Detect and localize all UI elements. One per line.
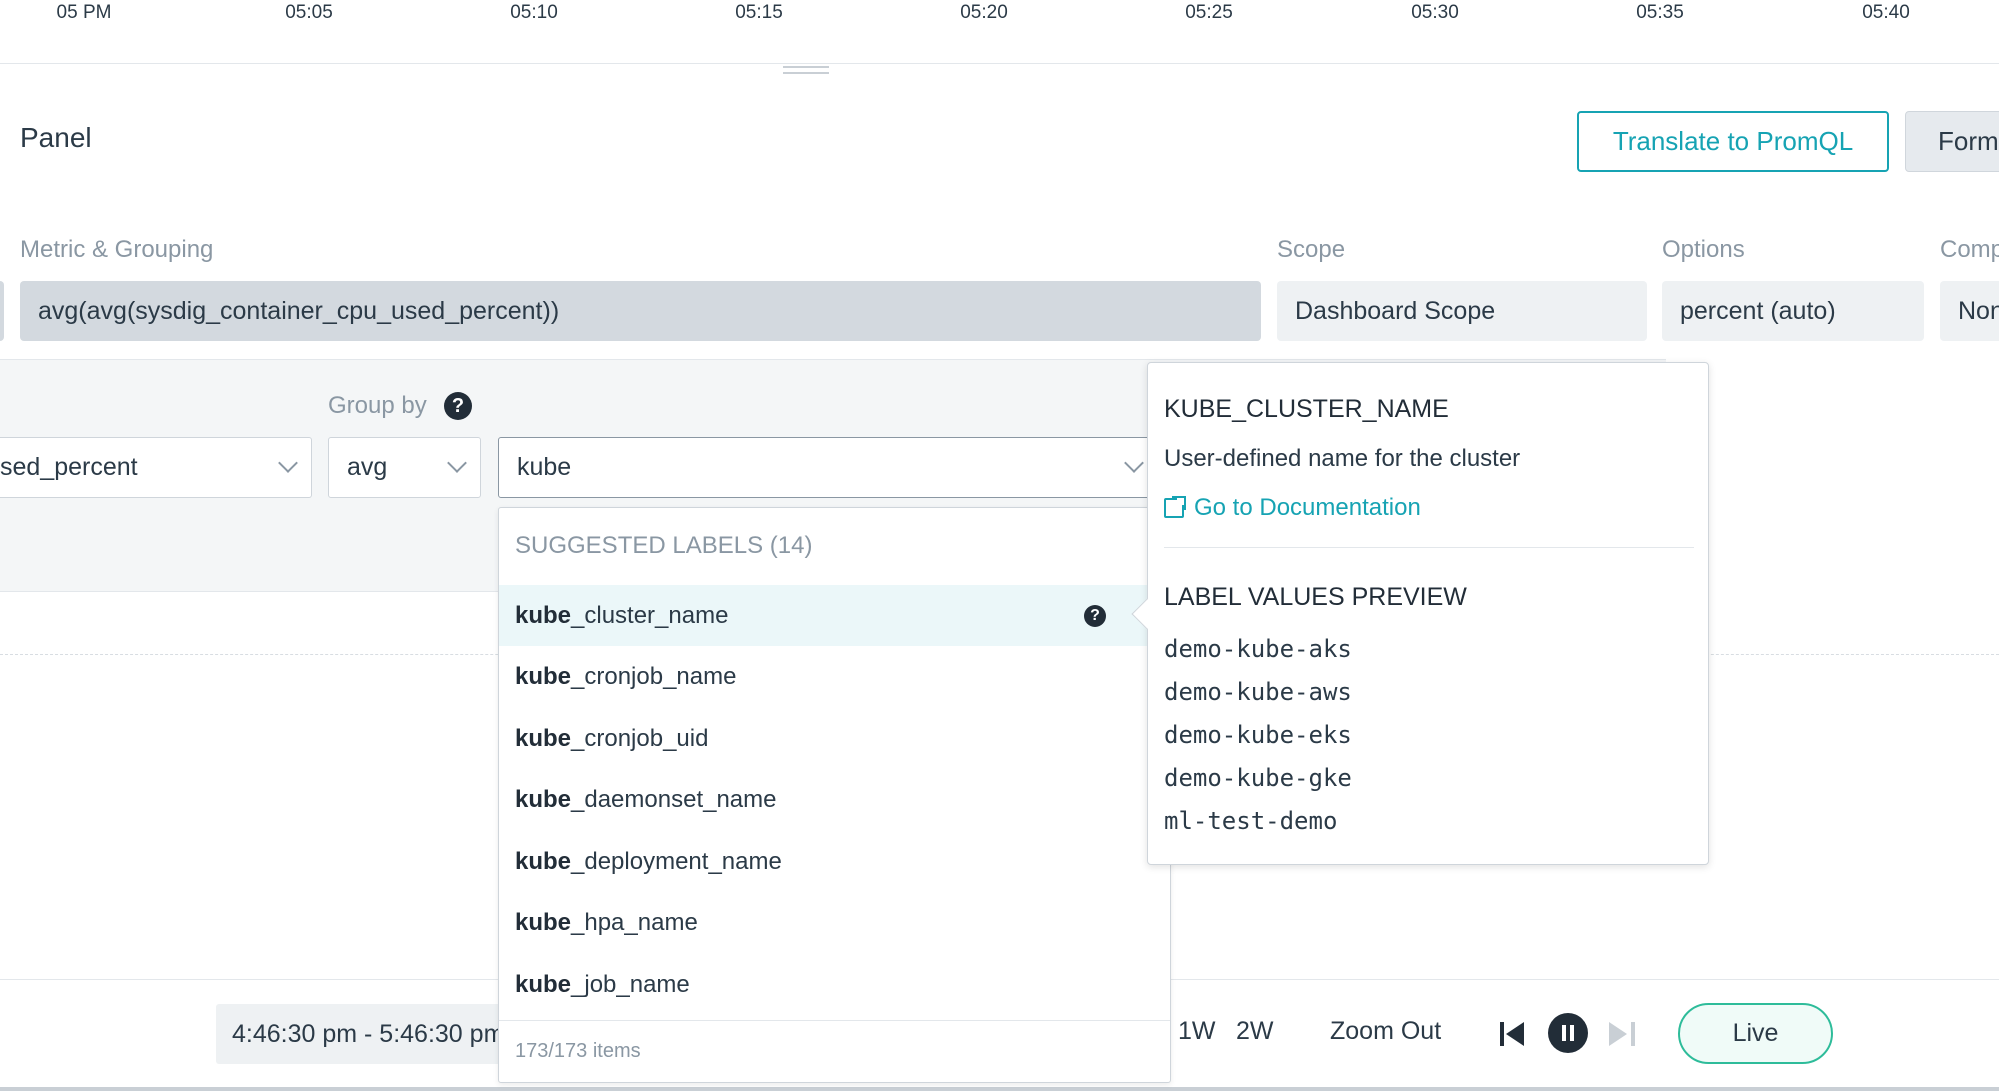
label-suffix: _cluster_name	[571, 601, 729, 629]
list-item[interactable]: kube _cluster_name ?	[499, 585, 1170, 646]
label-suffix: _cronjob_name	[571, 662, 737, 690]
label-suffix: _hpa_name	[571, 908, 698, 936]
label-suffix: _job_name	[571, 970, 690, 998]
metric-grouping-label: Metric & Grouping	[20, 236, 214, 263]
metric-select[interactable]: sed_percent	[0, 437, 312, 498]
preview-title: LABEL VALUES PREVIEW	[1164, 583, 1467, 611]
timeline-tick: 05:30	[1411, 2, 1459, 23]
list-item[interactable]: kube _daemonset_name	[499, 769, 1170, 830]
metric-field-prev	[0, 281, 4, 341]
pause-icon[interactable]	[1548, 1013, 1588, 1053]
match-prefix: kube	[515, 785, 572, 813]
match-prefix: kube	[515, 847, 572, 875]
list-item[interactable]: kube _job_name	[499, 954, 1170, 1015]
metric-select-value: sed_percent	[0, 453, 138, 481]
compare-field[interactable]: None	[1940, 281, 1999, 341]
documentation-link-label: Go to Documentation	[1194, 494, 1421, 521]
options-label: Options	[1662, 236, 1745, 263]
timeline-tick: 05:40	[1862, 2, 1910, 23]
panel-title: Panel	[20, 122, 92, 153]
match-prefix: kube	[515, 662, 572, 690]
label-suffix: _daemonset_name	[571, 785, 777, 813]
popover-title: KUBE_CLUSTER_NAME	[1164, 395, 1449, 423]
skip-back-icon[interactable]	[1500, 1022, 1526, 1046]
chevron-down-icon	[278, 453, 298, 473]
resize-handle[interactable]	[783, 66, 829, 74]
match-prefix: kube	[515, 724, 572, 752]
timeline-tick: 05:35	[1636, 2, 1684, 23]
live-button[interactable]: Live	[1678, 1003, 1833, 1064]
aggregation-select[interactable]: avg	[328, 437, 481, 498]
timeline-axis: 05 PM 05:05 05:10 05:15 05:20 05:25 05:3…	[0, 0, 1999, 64]
timeline-tick: 05:15	[735, 2, 783, 23]
zoom-out-button[interactable]: Zoom Out	[1330, 1017, 1442, 1045]
label-value: demo-kube-gke	[1164, 764, 1352, 792]
options-field[interactable]: percent (auto)	[1662, 281, 1924, 341]
range-2w-button[interactable]: 2W	[1236, 1017, 1274, 1045]
list-item[interactable]: kube _cronjob_name	[499, 646, 1170, 707]
label-suffix: _cronjob_uid	[571, 724, 709, 752]
timeline-tick: 05 PM	[56, 2, 112, 23]
external-link-icon	[1164, 495, 1187, 518]
group-by-help-icon[interactable]: ?	[444, 392, 472, 420]
label-help-icon[interactable]: ?	[1084, 605, 1106, 627]
group-by-label-input-value: kube	[517, 453, 572, 481]
label-value: demo-kube-eks	[1164, 721, 1352, 749]
window-bottom-edge	[0, 1087, 1999, 1091]
timeline-tick: 05:25	[1185, 2, 1233, 23]
chevron-down-icon	[447, 453, 467, 473]
timeline-tick: 05:05	[285, 2, 333, 23]
compare-label: Comp	[1940, 236, 1999, 263]
divider	[1164, 547, 1694, 548]
documentation-link[interactable]: Go to Documentation	[1164, 494, 1421, 522]
dropdown-footer: 173/173 items	[499, 1020, 1170, 1082]
list-item[interactable]: kube _hpa_name	[499, 892, 1170, 953]
time-range-field[interactable]: 4:46:30 pm - 5:46:30 pm	[216, 1004, 502, 1064]
dropdown-header: SUGGESTED LABELS (14)	[515, 532, 813, 559]
label-value: demo-kube-aws	[1164, 678, 1352, 706]
match-prefix: kube	[515, 970, 572, 998]
label-suffix: _deployment_name	[571, 847, 782, 875]
timeline-tick: 05:20	[960, 2, 1008, 23]
skip-forward-icon[interactable]	[1609, 1022, 1635, 1046]
timeline-tick: 05:10	[510, 2, 558, 23]
group-by-label-input[interactable]: kube	[498, 437, 1158, 498]
metric-expression-field[interactable]: avg(avg(sysdig_container_cpu_used_percen…	[20, 281, 1261, 341]
list-item[interactable]: kube _cronjob_uid	[499, 708, 1170, 769]
aggregation-select-value: avg	[347, 453, 388, 481]
chevron-down-icon	[1124, 453, 1144, 473]
group-by-label: Group by	[328, 392, 427, 419]
match-prefix: kube	[515, 908, 572, 936]
scope-label: Scope	[1277, 236, 1346, 263]
label-value: demo-kube-aks	[1164, 635, 1352, 663]
popover-description: User-defined name for the cluster	[1164, 445, 1521, 472]
match-prefix: kube	[515, 601, 572, 629]
form-button[interactable]: Form	[1905, 111, 1999, 172]
suggested-labels-dropdown: SUGGESTED LABELS (14) kube _cluster_name …	[498, 507, 1171, 1083]
list-item[interactable]: kube _deployment_name	[499, 831, 1170, 892]
range-1w-button[interactable]: 1W	[1178, 1017, 1216, 1045]
label-info-popover: KUBE_CLUSTER_NAME User-defined name for …	[1131, 362, 1709, 865]
label-value: ml-test-demo	[1164, 807, 1338, 835]
translate-to-promql-button[interactable]: Translate to PromQL	[1577, 111, 1889, 172]
scope-field[interactable]: Dashboard Scope	[1277, 281, 1647, 341]
